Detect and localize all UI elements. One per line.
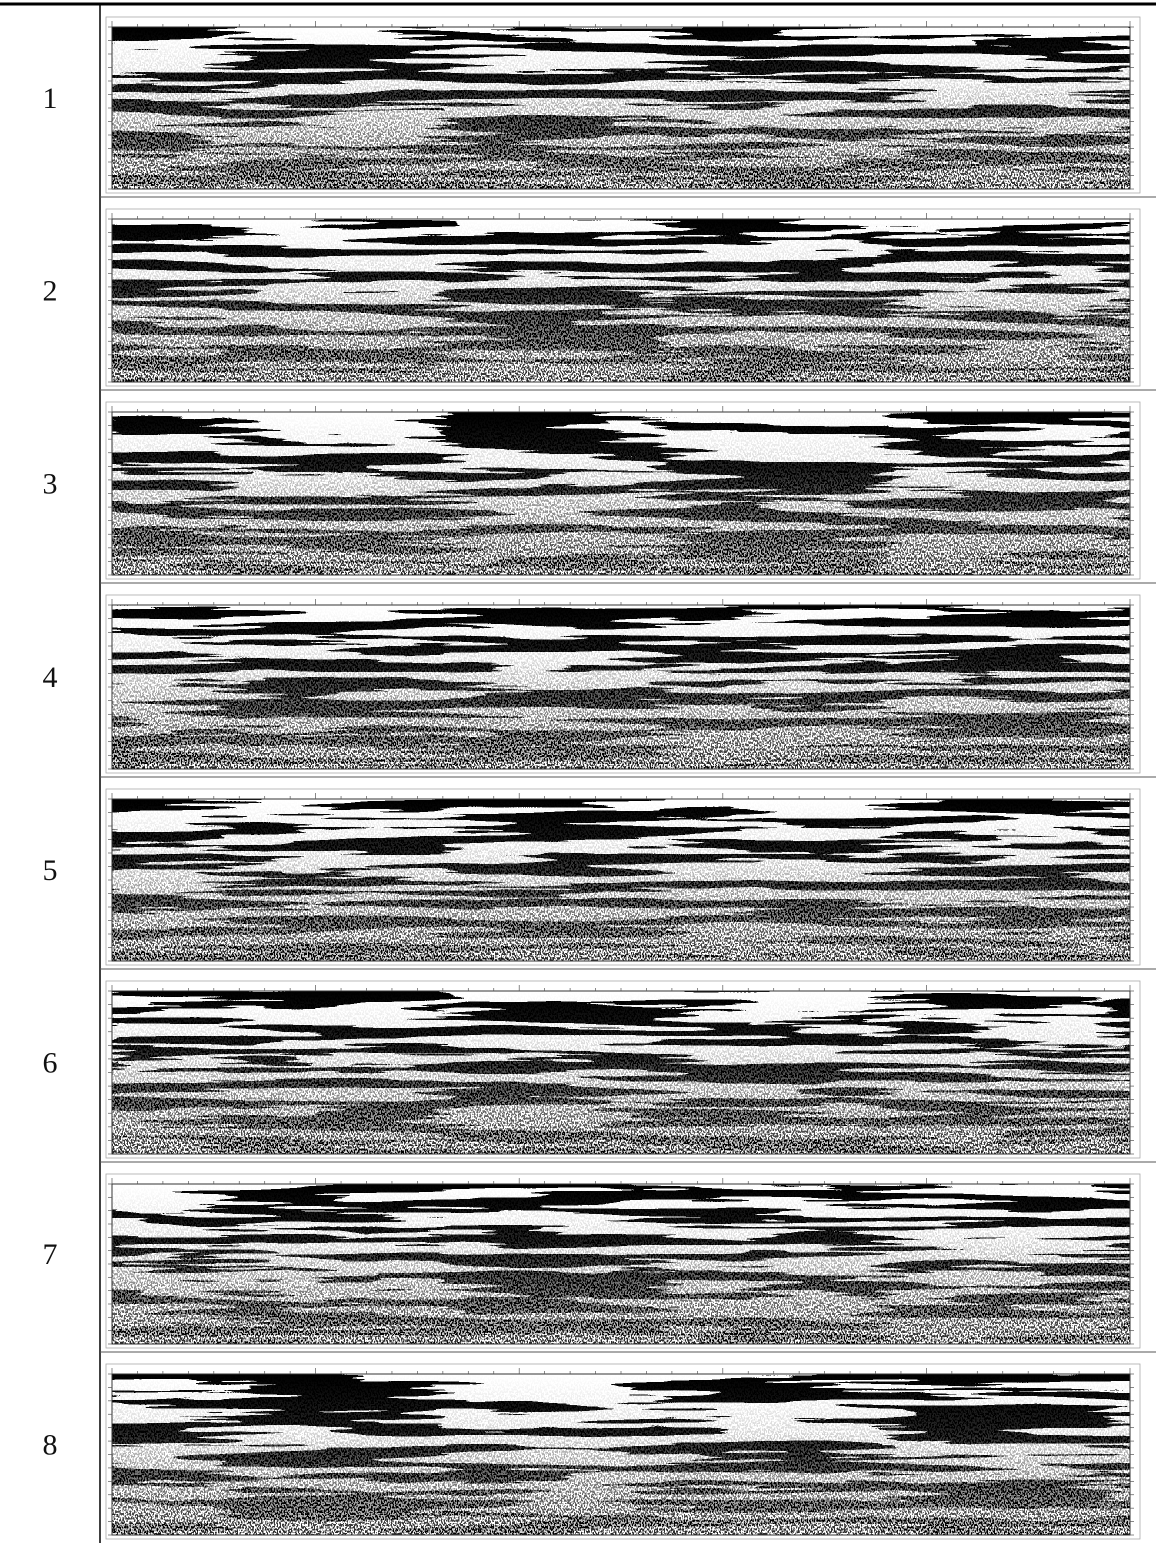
panel-frame <box>105 980 1141 1159</box>
radargram-noise <box>112 1184 1130 1344</box>
radargram-noise <box>112 219 1130 382</box>
radargram-noise <box>112 27 1130 189</box>
radargram-noise <box>112 412 1130 575</box>
radargram <box>105 980 1141 1159</box>
row-number: 8 <box>43 1428 58 1461</box>
rows: 1 2 3 4 5 6 7 8 <box>43 16 1156 1540</box>
panel-frame <box>105 1363 1141 1540</box>
radargram <box>105 208 1141 387</box>
radargram-noise <box>112 1374 1130 1535</box>
panel-frame <box>105 208 1141 387</box>
panel-frame <box>105 1173 1141 1349</box>
radargram <box>105 1363 1141 1540</box>
radargram-noise <box>112 991 1130 1154</box>
row-number: 3 <box>43 467 58 500</box>
radargram <box>105 1173 1141 1349</box>
panel-frame <box>105 594 1141 774</box>
row-number: 1 <box>43 82 58 115</box>
row-number: 2 <box>43 274 58 307</box>
row-number: 7 <box>43 1238 58 1271</box>
radargram <box>105 594 1141 774</box>
row-number: 6 <box>43 1046 58 1079</box>
radargram-noise <box>112 605 1130 769</box>
panel-frame <box>105 16 1141 194</box>
radargram-noise <box>112 799 1130 961</box>
radargram <box>105 788 1141 966</box>
radargram <box>105 401 1141 580</box>
row-number: 4 <box>43 661 58 694</box>
row-number: 5 <box>43 854 58 887</box>
radargram <box>105 16 1141 194</box>
panel-frame <box>105 788 1141 966</box>
panel-frame <box>105 401 1141 580</box>
